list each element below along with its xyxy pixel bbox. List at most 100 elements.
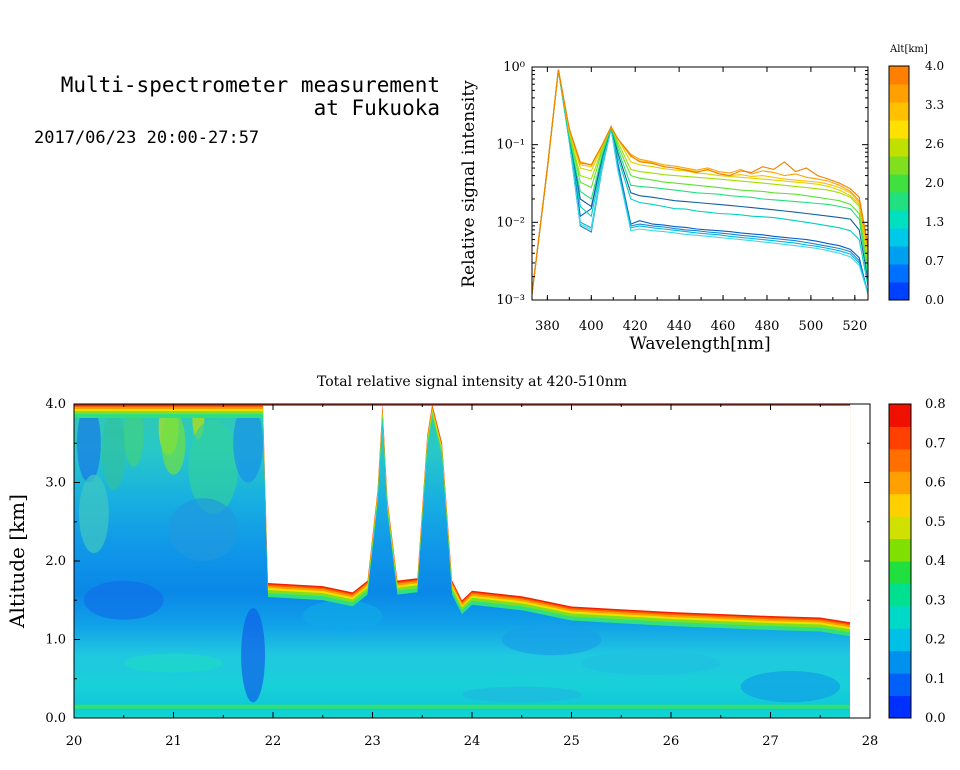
date-range-label: 2017/06/23 20:00-27:57 xyxy=(34,128,260,148)
altitude-colorbar-tick-label: 0.0 xyxy=(925,293,944,307)
altitude-colorbar-swatch xyxy=(889,246,909,265)
spectrum-series-line-5 xyxy=(532,69,868,294)
spectrum-x-tick-label: 460 xyxy=(711,319,736,334)
intensity-colorbar-swatch xyxy=(889,493,911,517)
heatmap-cell-region xyxy=(581,651,721,675)
heatmap-x-tick-label: 21 xyxy=(165,734,182,749)
intensity-colorbar-tick-label: 0.2 xyxy=(925,633,946,648)
heatmap-cell-region xyxy=(78,474,109,554)
heatmap-cell-region xyxy=(83,580,164,620)
intensity-colorbar-tick-label: 0.6 xyxy=(925,476,946,491)
altitude-colorbar-label: Alt[km] xyxy=(889,44,928,55)
spectrum-x-tick-label: 520 xyxy=(842,319,867,334)
heatmap-cell-region xyxy=(168,498,239,561)
altitude-colorbar-tick-label: 3.3 xyxy=(925,98,944,112)
intensity-colorbar-swatch xyxy=(889,561,911,584)
cloud-layer-band-6 xyxy=(74,404,851,623)
intensity-colorbar-frame xyxy=(888,403,912,719)
spectrum-series-line-7 xyxy=(532,69,868,294)
main-title: Multi-spectrometer measurement at Fukuoka xyxy=(12,74,440,120)
heatmap-y-axis: 0.0 1.0 2.0 3.0 4.0 xyxy=(45,397,870,726)
spectrum-y-tick-label: 10⁻³ xyxy=(496,293,525,308)
heatmap-cell-region xyxy=(123,653,224,673)
heatmap-x-tick-label: 25 xyxy=(563,734,580,749)
spectrum-y-tick-label: 10⁻² xyxy=(496,215,525,230)
spectrum-series-line-12 xyxy=(532,69,868,294)
intensity-colorbar-tick-label: 0.3 xyxy=(925,593,946,608)
heatmap-cell-region xyxy=(123,404,144,467)
intensity-colorbar: 0.0 0.1 0.2 0.3 0.4 0.5 0.6 0.7 0.8 xyxy=(888,397,946,726)
spectrum-x-tick-label: 440 xyxy=(667,319,692,334)
altitude-colorbar-swatch xyxy=(889,84,909,103)
intensity-colorbar-swatch xyxy=(889,538,911,562)
heatmap-cell-region xyxy=(740,670,841,703)
spectrum-y-axis: 10⁻³ 10⁻² 10⁻¹ 10⁰ xyxy=(496,60,868,308)
heatmap-texture xyxy=(74,404,851,709)
altitude-colorbar-frame xyxy=(888,65,910,301)
heatmap-x-tick-label: 22 xyxy=(265,734,282,749)
heatmap-x-tick-label: 28 xyxy=(862,734,879,749)
heatmap-y-tick-label: 3.0 xyxy=(45,476,66,491)
intensity-colorbar-swatch xyxy=(889,628,911,652)
spectrum-x-tick-label: 400 xyxy=(579,319,604,334)
title-line-2: at Fukuoka xyxy=(313,96,440,120)
spectrum-series-line-4 xyxy=(532,69,868,294)
altitude-colorbar-swatch xyxy=(889,138,909,157)
altitude-colorbar: 0.0 0.7 1.3 2.0 2.6 3.3 4.0 xyxy=(888,59,944,307)
intensity-colorbar-swatch xyxy=(889,448,911,472)
heatmap-x-tick-label: 24 xyxy=(464,734,481,749)
heatmap-cell-region xyxy=(76,404,101,483)
altitude-colorbar-swatch xyxy=(889,120,909,139)
heatmap-y-tick-label: 2.0 xyxy=(45,554,66,569)
heatmap-x-tick-label: 23 xyxy=(364,734,381,749)
intensity-colorbar-tick-label: 0.5 xyxy=(925,515,946,530)
altitude-colorbar-tick-label: 0.7 xyxy=(925,254,944,268)
intensity-colorbar-swatch xyxy=(889,650,911,674)
heatmap-chart: Total relative signal intensity at 420-5… xyxy=(5,374,946,749)
spectrum-plot-frame xyxy=(531,66,869,301)
heatmap-y-tick-label: 1.0 xyxy=(45,633,66,648)
altitude-colorbar-swatch xyxy=(889,66,909,85)
intensity-colorbar-swatch xyxy=(889,583,911,607)
intensity-colorbar-tick-label: 0.0 xyxy=(925,711,946,726)
spectrum-x-label: Wavelength[nm] xyxy=(629,334,770,354)
spectrum-series-line-3 xyxy=(532,69,868,295)
cloud-base-layers xyxy=(74,404,870,718)
spectrum-x-tick-label: 480 xyxy=(755,319,780,334)
heatmap-cell-region xyxy=(501,623,602,656)
heatmap-cell-region xyxy=(161,411,186,475)
intensity-colorbar-swatch xyxy=(889,426,911,450)
spectrum-series-line-8 xyxy=(532,69,868,294)
heatmap-cell-region xyxy=(462,686,582,703)
heatmap-cell-region xyxy=(302,600,383,632)
heatmap-ground-strip xyxy=(74,704,851,709)
intensity-colorbar-swatch xyxy=(889,404,911,427)
spectrum-series-line-6 xyxy=(532,69,868,294)
intensity-colorbar-swatch xyxy=(889,471,911,495)
heatmap-field xyxy=(74,404,870,718)
heatmap-cell-region xyxy=(188,419,239,514)
spectrum-series-line-9 xyxy=(532,69,868,294)
spectrum-chart: 380 400 420 440 460 480 500 520 10⁻³ 10⁻² 10⁻¹ 10⁰… xyxy=(459,44,944,354)
heatmap-x-axis: 20 21 22 23 24 25 26 27 28 xyxy=(66,404,879,749)
intensity-colorbar-swatch xyxy=(889,605,911,629)
spectrum-y-tick-label: 10⁰ xyxy=(503,60,525,75)
altitude-colorbar-swatch xyxy=(889,156,909,175)
spectrum-lines xyxy=(532,69,868,295)
heatmap-cell-region xyxy=(101,411,126,491)
intensity-colorbar-swatch xyxy=(889,673,911,697)
intensity-colorbar-swatch xyxy=(889,695,911,719)
heatmap-cell-region xyxy=(241,608,266,703)
altitude-colorbar-swatch xyxy=(889,282,909,301)
altitude-colorbar-tick-label: 4.0 xyxy=(925,59,944,73)
spectrum-x-axis: 380 400 420 440 460 480 500 520 xyxy=(535,67,867,334)
heatmap-y-label: Altitude [km] xyxy=(5,494,29,629)
altitude-colorbar-swatch xyxy=(889,102,909,121)
intensity-colorbar-swatch xyxy=(889,516,911,540)
heatmap-x-tick-label: 26 xyxy=(663,734,680,749)
heatmap-title: Total relative signal intensity at 420-5… xyxy=(317,374,627,390)
heatmap-y-tick-label: 0.0 xyxy=(45,711,66,726)
altitude-colorbar-swatch xyxy=(889,174,909,193)
spectrum-y-label: Relative signal intensity xyxy=(459,80,479,288)
